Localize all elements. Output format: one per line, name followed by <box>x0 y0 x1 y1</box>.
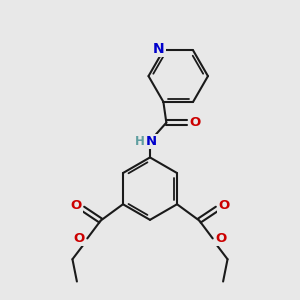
Text: O: O <box>74 232 85 245</box>
Text: O: O <box>215 232 226 245</box>
Text: H: H <box>135 135 145 148</box>
Text: N: N <box>146 135 157 148</box>
Text: O: O <box>190 116 201 129</box>
Text: N: N <box>153 42 165 56</box>
Text: O: O <box>218 199 229 212</box>
Text: O: O <box>71 199 82 212</box>
